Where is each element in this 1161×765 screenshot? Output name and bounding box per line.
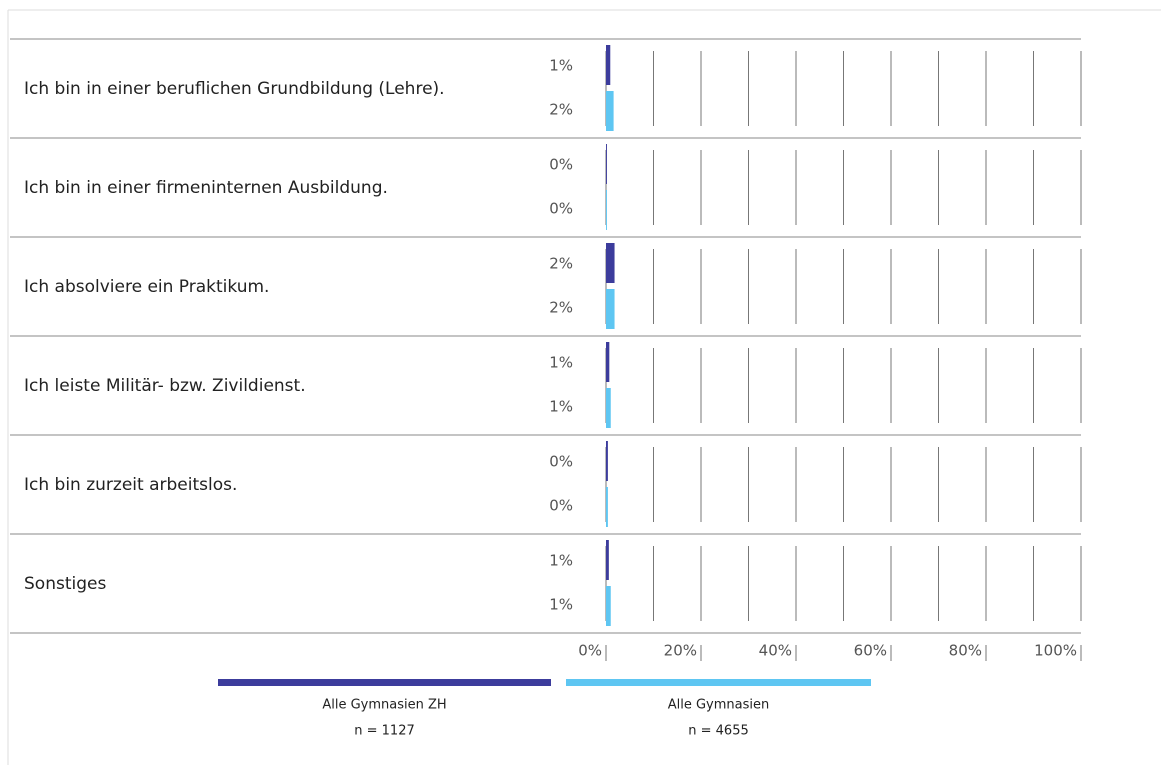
category-label: Ich bin in einer firmeninternen Ausbildu… [24, 138, 524, 237]
value-label: 1% [549, 596, 573, 614]
bar [606, 487, 608, 527]
legend-swatch [218, 679, 551, 686]
value-label: 0% [549, 497, 573, 515]
value-label: 0% [549, 156, 573, 174]
bar [606, 342, 610, 382]
bar [606, 144, 607, 184]
category-text: Ich leiste Militär- bzw. Zivildienst. [24, 375, 306, 396]
value-label: 1% [549, 398, 573, 416]
bar [606, 45, 611, 85]
x-tick-label: 40% [759, 642, 792, 660]
value-label: 1% [549, 354, 573, 372]
value-label: 1% [549, 552, 573, 570]
x-tick-label: 60% [854, 642, 887, 660]
category-text: Ich bin zurzeit arbeitslos. [24, 474, 238, 495]
bar [606, 388, 611, 428]
value-label: 0% [549, 200, 573, 218]
category-text: Ich bin in einer firmeninternen Ausbildu… [24, 177, 388, 198]
category-label: Sonstiges [24, 534, 524, 633]
value-label: 2% [549, 255, 573, 273]
category-label: Ich bin in einer beruflichen Grundbildun… [24, 39, 524, 138]
value-label: 2% [549, 299, 573, 317]
bar [606, 91, 614, 131]
category-text: Sonstiges [24, 573, 107, 594]
legend-note: n = 1127 [354, 724, 414, 739]
x-tick-label: 0% [578, 642, 602, 660]
bar [606, 190, 607, 230]
category-label: Ich absolviere ein Praktikum. [24, 237, 524, 336]
category-text: Ich bin in einer beruflichen Grundbildun… [24, 78, 445, 99]
legend-label: Alle Gymnasien [668, 698, 770, 713]
category-label: Ich leiste Militär- bzw. Zivildienst. [24, 336, 524, 435]
value-label: 0% [549, 453, 573, 471]
value-label: 1% [549, 57, 573, 75]
x-tick-label: 100% [1034, 642, 1077, 660]
bar [606, 243, 615, 283]
x-tick-label: 20% [664, 642, 697, 660]
category-text: Ich absolviere ein Praktikum. [24, 276, 270, 297]
bar [606, 586, 611, 626]
category-label: Ich bin zurzeit arbeitslos. [24, 435, 524, 534]
bar [606, 289, 615, 329]
bar [606, 540, 609, 580]
value-label: 2% [549, 101, 573, 119]
legend-note: n = 4655 [688, 724, 748, 739]
legend-swatch [566, 679, 871, 686]
legend-label: Alle Gymnasien ZH [322, 698, 446, 713]
x-tick-label: 80% [949, 642, 982, 660]
bar [606, 441, 608, 481]
